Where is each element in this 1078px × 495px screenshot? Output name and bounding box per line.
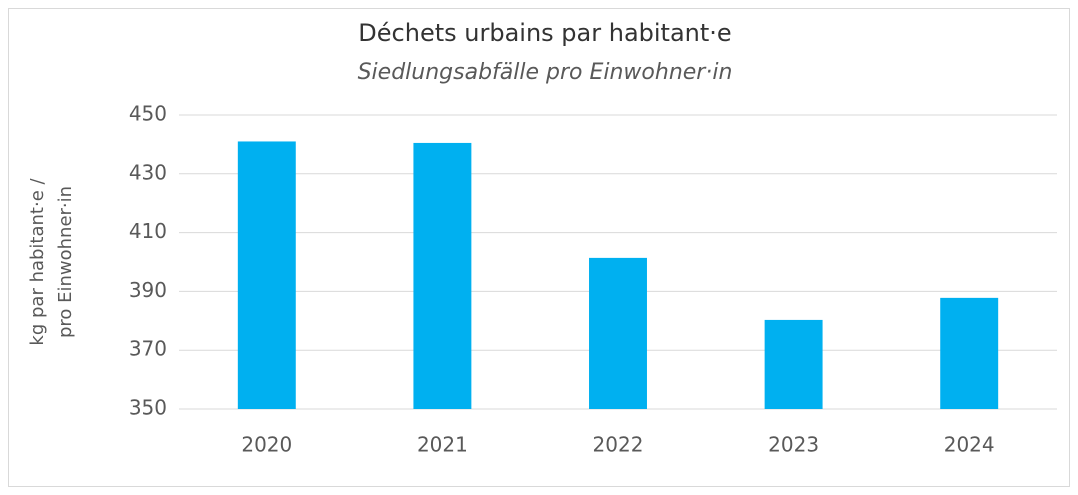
x-tick-label: 2021 — [417, 433, 468, 457]
x-tick-label: 2020 — [241, 433, 292, 457]
bar — [940, 297, 999, 409]
chart-border — [8, 8, 1070, 487]
y-tick-label: 370 — [129, 337, 167, 361]
bar — [413, 142, 472, 409]
bar — [764, 319, 823, 409]
y-tick-label: 430 — [129, 160, 167, 184]
chart-title: Déchets urbains par habitant·e — [358, 19, 731, 47]
y-tick-label: 410 — [129, 219, 167, 243]
bar — [237, 141, 296, 409]
y-tick-label: 350 — [129, 396, 167, 420]
bar — [589, 257, 647, 409]
chart-subtitle: Siedlungsabfälle pro Einwohner·in — [358, 60, 733, 85]
y-tick-label: 450 — [129, 102, 167, 126]
y-tick-label: 390 — [129, 278, 167, 302]
x-tick-label: 2024 — [944, 433, 995, 457]
x-tick-label: 2022 — [593, 433, 644, 457]
y-axis-label: kg par habitant·e / — [27, 177, 48, 345]
y-axis-label: pro Einwohner·in — [55, 186, 76, 338]
x-tick-label: 2023 — [768, 433, 819, 457]
